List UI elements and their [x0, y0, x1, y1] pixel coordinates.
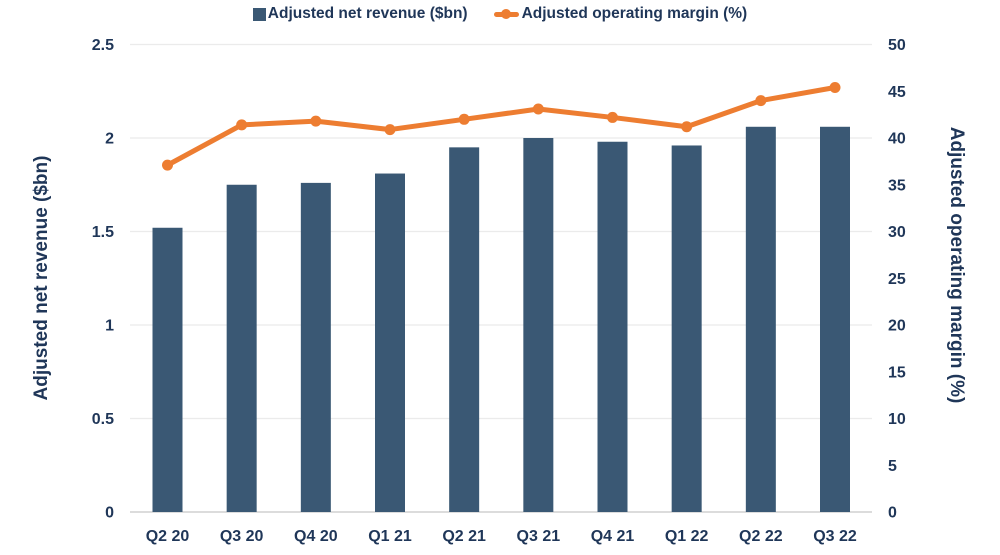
- x-label-Q2-22: Q2 22: [739, 528, 783, 545]
- right-tick-label: 25: [888, 271, 906, 288]
- left-tick-label: 1: [105, 318, 114, 335]
- line-marker-Q4-20: [310, 115, 322, 127]
- line-marker-Q1-21: [384, 124, 396, 136]
- right-tick-label: 40: [888, 131, 906, 148]
- x-label-Q3-21: Q3 21: [517, 528, 561, 545]
- bar-series: [152, 126, 850, 513]
- x-label-Q2-20: Q2 20: [146, 528, 190, 545]
- line-marker-Q3-21: [532, 103, 544, 115]
- left-axis-tick-labels: 0 0.5 1 1.5 2 2.5: [92, 37, 114, 521]
- right-tick-label: 50: [888, 37, 906, 54]
- right-tick-label: 15: [888, 364, 906, 381]
- bar-Q2-20: [152, 227, 183, 512]
- x-label-Q1-22: Q1 22: [665, 528, 709, 545]
- bar-Q2-22: [745, 126, 776, 512]
- right-tick-label: 5: [888, 458, 897, 475]
- bar-Q1-22: [671, 145, 702, 513]
- right-axis-title: Adjusted operating margin (%): [946, 127, 967, 404]
- x-axis-labels: Q2 20 Q3 20 Q4 20 Q1 21 Q2 21 Q3 21 Q4 21 Q1 22…: [146, 528, 857, 545]
- right-tick-label: 0: [888, 505, 897, 522]
- bar-Q4-21: [597, 141, 628, 513]
- line-series-swatch-icon: [493, 9, 519, 19]
- bar-series-swatch-icon: [252, 7, 266, 21]
- line-marker-Q3-20: [236, 119, 248, 131]
- x-label-Q1-21: Q1 21: [368, 528, 412, 545]
- left-tick-label: 2: [105, 131, 114, 148]
- legend-label-net-revenue: Adjusted net revenue ($bn): [267, 5, 468, 22]
- line-series: [162, 82, 841, 171]
- left-axis-title: Adjusted net revenue ($bn): [31, 156, 52, 401]
- bar-Q2-21: [449, 147, 480, 512]
- margin-line: [165, 85, 838, 168]
- bar-Q4-20: [300, 182, 331, 512]
- x-label-Q3-20: Q3 20: [220, 528, 264, 545]
- bar-Q3-22: [820, 126, 850, 512]
- line-marker-Q2-21: [458, 113, 470, 125]
- legend-label-operating-margin: Adjusted operating margin (%): [521, 5, 748, 22]
- legend-item-operating-margin: Adjusted operating margin (%): [493, 5, 748, 23]
- bar-Q3-20: [226, 184, 257, 512]
- right-tick-label: 45: [888, 84, 906, 101]
- line-marker-Q3-22: [829, 82, 841, 94]
- legend: Adjusted net revenue ($bn) Adjusted oper…: [0, 5, 1000, 23]
- bar-Q3-21: [523, 138, 554, 512]
- line-series-dot-icon: [501, 9, 512, 19]
- line-marker-Q1-22: [681, 121, 693, 133]
- line-marker-Q2-20: [162, 159, 173, 171]
- line-marker-Q4-21: [607, 111, 618, 123]
- right-tick-label: 20: [888, 318, 906, 335]
- left-tick-label: 0: [105, 505, 114, 522]
- x-label-Q4-21: Q4 21: [591, 528, 635, 545]
- left-tick-label: 1.5: [92, 224, 114, 241]
- right-tick-label: 35: [888, 177, 906, 194]
- right-tick-label: 30: [888, 224, 906, 241]
- right-axis-tick-labels: 0 5 10 15 20 25 30 35 40 45 50: [888, 37, 906, 521]
- x-label-Q3-22: Q3 22: [813, 528, 857, 545]
- x-label-Q4-20: Q4 20: [294, 528, 338, 545]
- line-marker-Q2-22: [755, 95, 767, 107]
- legend-item-net-revenue: Adjusted net revenue ($bn): [252, 5, 468, 23]
- left-tick-label: 0.5: [92, 411, 114, 428]
- left-tick-label: 2.5: [92, 37, 114, 54]
- right-tick-label: 10: [888, 411, 906, 428]
- bar-Q1-21: [375, 173, 405, 512]
- x-label-Q2-21: Q2 21: [442, 528, 486, 545]
